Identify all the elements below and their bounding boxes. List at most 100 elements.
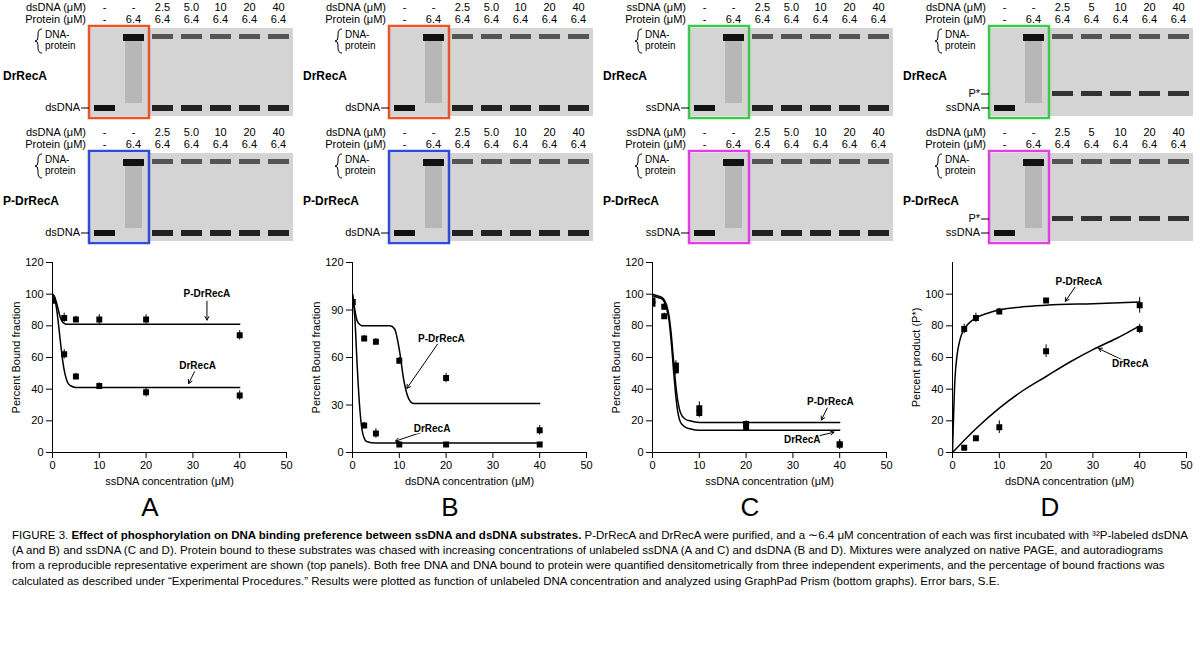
svg-text:P-DrRecA: P-DrRecA [807, 396, 854, 407]
svg-text:-: - [403, 126, 407, 138]
svg-text:5: 5 [1088, 126, 1094, 138]
svg-text:80: 80 [931, 319, 943, 331]
svg-text:dsDNA: dsDNA [345, 101, 381, 113]
svg-text:Percent Bound fraction: Percent Bound fraction [610, 302, 622, 414]
svg-text:-: - [432, 126, 436, 138]
svg-text:Protein (μM): Protein (μM) [25, 13, 86, 25]
svg-text:DrRecA: DrRecA [179, 360, 216, 371]
svg-text:60: 60 [331, 351, 343, 363]
svg-text:protein: protein [45, 40, 76, 51]
svg-text:5.0: 5.0 [484, 1, 499, 13]
svg-text:6.4: 6.4 [571, 138, 586, 150]
svg-text:10: 10 [214, 1, 226, 13]
svg-text:6.4: 6.4 [813, 13, 828, 25]
svg-text:6.4: 6.4 [426, 138, 441, 150]
svg-text:DrRecA: DrRecA [303, 69, 347, 83]
svg-text:6.4: 6.4 [1171, 13, 1186, 25]
svg-text:100: 100 [625, 288, 643, 300]
svg-text:6.4: 6.4 [184, 13, 199, 25]
svg-text:30: 30 [331, 399, 343, 411]
svg-text:6.4: 6.4 [513, 13, 528, 25]
svg-text:DNA-: DNA- [345, 29, 369, 40]
svg-text:dsDNA concentration (μM): dsDNA concentration (μM) [1005, 475, 1134, 487]
svg-text:2.5: 2.5 [755, 1, 770, 13]
svg-text:dsDNA (μM): dsDNA (μM) [926, 1, 986, 13]
svg-text:P*: P* [968, 212, 980, 224]
svg-text:6.4: 6.4 [726, 138, 741, 150]
svg-text:6.4: 6.4 [1084, 138, 1099, 150]
svg-text:10: 10 [214, 126, 226, 138]
svg-text:6.4: 6.4 [242, 138, 257, 150]
svg-text:ssDNA: ssDNA [946, 101, 981, 113]
svg-text:6.4: 6.4 [242, 13, 257, 25]
svg-text:20: 20 [243, 126, 255, 138]
svg-text:40: 40 [272, 1, 284, 13]
svg-text:100: 100 [925, 288, 943, 300]
svg-text:-: - [103, 126, 107, 138]
svg-text:20: 20 [740, 459, 752, 471]
svg-text:DrRecA: DrRecA [784, 434, 821, 445]
svg-text:10: 10 [814, 126, 826, 138]
svg-text:6.4: 6.4 [542, 138, 557, 150]
svg-text:ssDNA: ssDNA [646, 226, 681, 238]
svg-text:-: - [703, 138, 707, 150]
svg-text:protein: protein [945, 40, 976, 51]
svg-text:6.4: 6.4 [755, 13, 770, 25]
svg-text:0: 0 [937, 446, 943, 458]
svg-text:-: - [403, 13, 407, 25]
svg-text:2.5: 2.5 [455, 1, 470, 13]
svg-text:Percent Bound fraction: Percent Bound fraction [310, 302, 322, 414]
svg-text:40: 40 [31, 383, 43, 395]
svg-text:DrRecA: DrRecA [603, 69, 647, 83]
svg-text:protein: protein [345, 165, 376, 176]
svg-text:50: 50 [580, 459, 592, 471]
svg-text:120: 120 [625, 256, 643, 268]
svg-text:50: 50 [1180, 459, 1192, 471]
svg-text:0: 0 [37, 446, 43, 458]
svg-text:10: 10 [1114, 126, 1126, 138]
svg-text:P-DrRecA: P-DrRecA [3, 194, 59, 208]
svg-text:protein: protein [945, 165, 976, 176]
svg-text:Protein (μM): Protein (μM) [625, 138, 686, 150]
svg-text:Percent Bound fraction: Percent Bound fraction [10, 302, 22, 414]
svg-text:6.4: 6.4 [455, 138, 470, 150]
svg-text:-: - [1003, 13, 1007, 25]
svg-text:0: 0 [649, 459, 655, 471]
svg-text:10: 10 [993, 459, 1005, 471]
svg-text:DNA-: DNA- [945, 154, 969, 165]
svg-text:2.5: 2.5 [455, 126, 470, 138]
svg-text:6.4: 6.4 [155, 138, 170, 150]
svg-text:5.0: 5.0 [784, 1, 799, 13]
svg-text:Protein (μM): Protein (μM) [925, 13, 986, 25]
svg-text:20: 20 [440, 459, 452, 471]
svg-text:2.5: 2.5 [1055, 126, 1070, 138]
svg-text:20: 20 [1143, 1, 1155, 13]
svg-text:P-DrRecA: P-DrRecA [903, 194, 959, 208]
svg-text:protein: protein [645, 165, 676, 176]
svg-text:30: 30 [787, 459, 799, 471]
svg-text:20: 20 [140, 459, 152, 471]
svg-text:DrRecA: DrRecA [1112, 358, 1149, 369]
svg-text:60: 60 [931, 351, 943, 363]
svg-text:Protein (μM): Protein (μM) [25, 138, 86, 150]
svg-text:ssDNA: ssDNA [946, 226, 981, 238]
svg-text:6.4: 6.4 [571, 13, 586, 25]
svg-text:20: 20 [31, 414, 43, 426]
svg-text:40: 40 [1172, 126, 1184, 138]
svg-text:5.0: 5.0 [184, 1, 199, 13]
svg-text:6.4: 6.4 [1084, 13, 1099, 25]
svg-text:DNA-: DNA- [945, 29, 969, 40]
svg-text:ssDNA concentration (μM): ssDNA concentration (μM) [705, 475, 834, 487]
svg-text:5.0: 5.0 [184, 126, 199, 138]
svg-text:protein: protein [45, 165, 76, 176]
svg-text:6.4: 6.4 [784, 138, 799, 150]
svg-text:protein: protein [645, 40, 676, 51]
svg-text:-: - [103, 1, 107, 13]
svg-text:6.4: 6.4 [871, 138, 886, 150]
svg-text:40: 40 [572, 126, 584, 138]
svg-text:-: - [1003, 1, 1007, 13]
svg-text:Protein (μM): Protein (μM) [325, 138, 386, 150]
svg-text:DNA-: DNA- [345, 154, 369, 165]
svg-text:Protein (μM): Protein (μM) [625, 13, 686, 25]
svg-text:80: 80 [631, 319, 643, 331]
